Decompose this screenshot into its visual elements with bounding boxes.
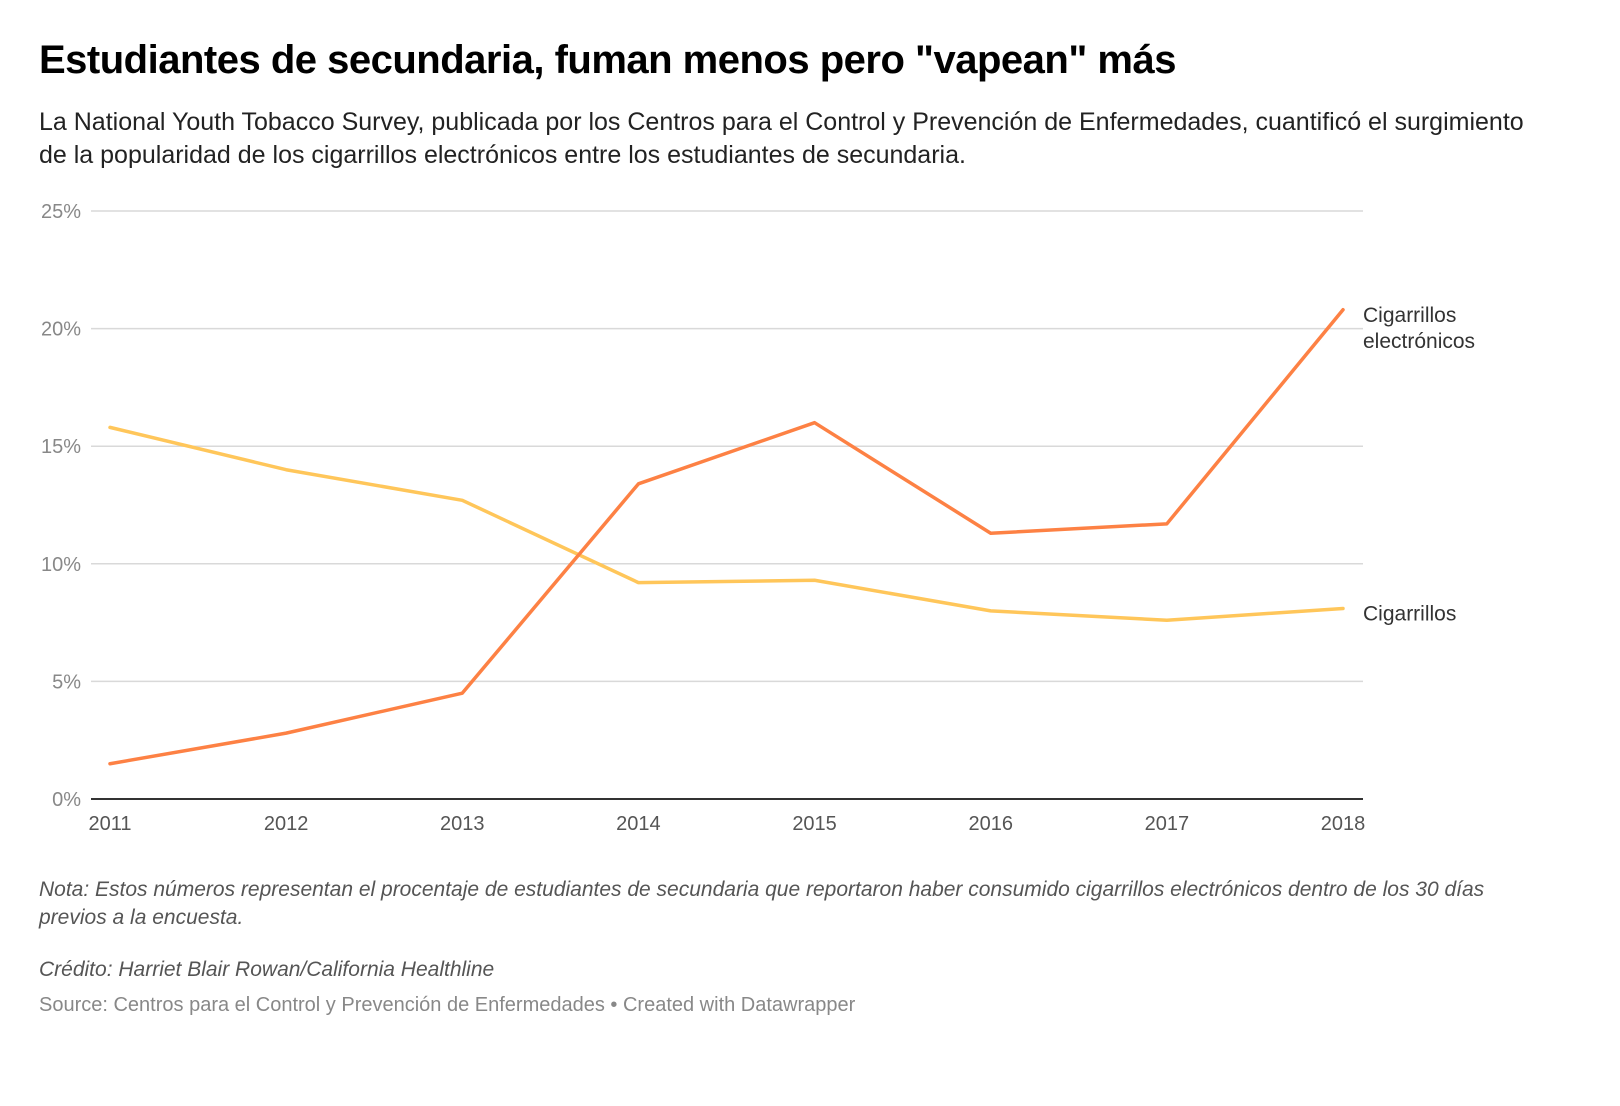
y-tick-label: 25% — [41, 201, 81, 223]
series-line — [108, 425, 1345, 622]
series-line — [108, 308, 1345, 766]
x-tick-label: 2015 — [792, 813, 837, 835]
y-tick-label: 5% — [52, 671, 81, 693]
line-chart: 0% 5% 10% 15% 20% 25% 2011 2012 2013 2014 2015 2016… — [41, 201, 1475, 835]
x-tick-label: 2012 — [264, 813, 309, 835]
chart-credit: Crédito: Harriet Blair Rowan/California … — [39, 958, 495, 981]
y-tick-label: 15% — [41, 436, 81, 458]
y-tick-label: 0% — [52, 789, 81, 811]
x-tick-label: 2014 — [616, 813, 661, 835]
chart-note: Nota: Estos números representan el proce… — [39, 878, 1485, 929]
series-label: Cigarrillos electrónicos — [1363, 304, 1475, 353]
chart-title: Estudiantes de secundaria, fuman menos p… — [39, 38, 1176, 82]
x-tick-label: 2013 — [440, 813, 485, 835]
y-tick-label: 20% — [41, 319, 81, 341]
y-tick-label: 10% — [41, 554, 81, 576]
series-label: Cigarrillos — [1363, 602, 1456, 625]
x-tick-label: 2018 — [1321, 813, 1366, 835]
x-tick-label: 2011 — [88, 813, 131, 835]
chart-subtitle: La National Youth Tobacco Survey, public… — [39, 108, 1524, 169]
chart-source: Source: Centros para el Control y Preven… — [39, 994, 856, 1016]
x-tick-label: 2016 — [968, 813, 1013, 835]
x-tick-label: 2017 — [1145, 813, 1190, 835]
